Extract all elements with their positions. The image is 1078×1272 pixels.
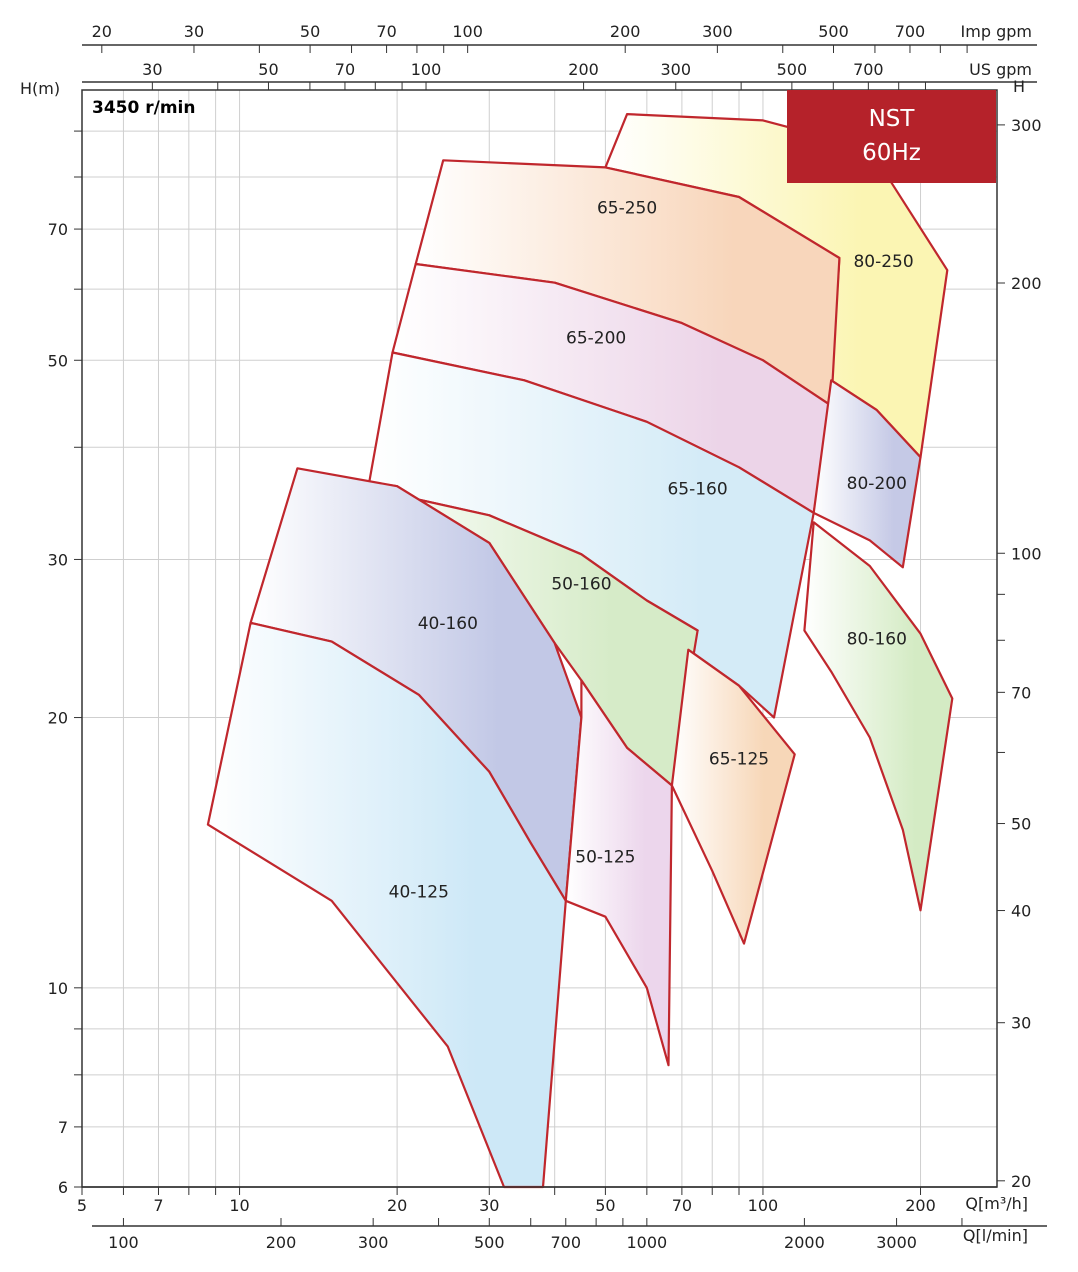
x-tick-label: 100 (748, 1196, 779, 1215)
y-tick-label: 70 (48, 220, 68, 239)
pump-label-80-200: 80-200 (847, 474, 907, 494)
lpm-tick-label: 200 (266, 1233, 297, 1252)
pump-area-80-200 (812, 379, 922, 569)
impgpm-tick-label: 20 (92, 22, 112, 41)
y-tick-label: 50 (48, 351, 68, 370)
lpm-tick-label: 700 (550, 1233, 581, 1252)
speed-label: 3450 r/min (92, 98, 196, 118)
lpm-tick-label: 500 (474, 1233, 505, 1252)
y-axis-title: H(m) (20, 79, 60, 98)
x-axis-title: Q[m³/h] (965, 1194, 1028, 1213)
pump-label-50-125: 50-125 (575, 848, 635, 868)
ft-tick-label: 200 (1011, 274, 1042, 293)
impgpm-tick-label: 50 (300, 22, 320, 41)
usgpm-tick-label: 30 (142, 60, 162, 79)
lpm-tick-label: 1000 (626, 1233, 667, 1252)
pump-label-65-125: 65-125 (709, 750, 769, 770)
impgpm-tick-label: 500 (818, 22, 849, 41)
lpm-tick-label: 3000 (876, 1233, 917, 1252)
pump-area-40-125 (206, 621, 567, 1189)
usgpm-tick-label: 70 (335, 60, 355, 79)
model-badge: NST 60Hz (787, 90, 996, 183)
lpm-axis-title: Q[l/min] (963, 1226, 1028, 1245)
impgpm-tick-label: 100 (452, 22, 483, 41)
x-tick-label: 30 (479, 1196, 499, 1215)
y-axis-title-right: H (1013, 77, 1025, 96)
chart-axes: 5 7 10 20 30 50 70 100 200 Q[m³/h]100 200 300 500 700… (20, 22, 1047, 1252)
x-tick-label: 200 (905, 1196, 936, 1215)
y-tick-label: 30 (48, 550, 68, 569)
ft-tick-label: 30 (1011, 1014, 1031, 1033)
impgpm-tick-label: 70 (376, 22, 396, 41)
x-tick-label: 20 (387, 1196, 407, 1215)
ft-tick-label: 20 (1011, 1172, 1031, 1191)
y-tick-label: 6 (58, 1178, 68, 1197)
x-tick-label: 10 (229, 1196, 249, 1215)
usgpm-tick-label: 50 (258, 60, 278, 79)
impgpm-tick-label: 30 (184, 22, 204, 41)
impgpm-tick-label: 700 (895, 22, 926, 41)
usgpm-tick-label: 200 (568, 60, 599, 79)
pump-label-50-160: 50-160 (551, 575, 611, 595)
ft-tick-label: 70 (1011, 683, 1031, 702)
ft-tick-label: 100 (1011, 544, 1042, 563)
badge-frequency: 60Hz (862, 140, 921, 166)
y-tick-label: 7 (58, 1118, 68, 1137)
pump-label-40-160: 40-160 (418, 614, 478, 634)
badge-model: NST (868, 106, 915, 132)
pump-label-65-200: 65-200 (566, 329, 626, 349)
pump-areas: 40-125 40-160 50-125 50-160 65-125 65-160 65-2… (206, 112, 954, 1189)
x-tick-label: 7 (153, 1196, 163, 1215)
usgpm-axis-title: US gpm (969, 60, 1032, 79)
lpm-tick-label: 100 (108, 1233, 139, 1252)
pump-label-80-250: 80-250 (853, 252, 913, 272)
usgpm-tick-label: 300 (660, 60, 691, 79)
pump-label-40-125: 40-125 (389, 883, 449, 903)
x-tick-label: 50 (595, 1196, 615, 1215)
ft-tick-label: 50 (1011, 815, 1031, 834)
pump-label-65-250: 65-250 (597, 198, 657, 218)
impgpm-tick-label: 200 (610, 22, 641, 41)
lpm-tick-label: 2000 (784, 1233, 825, 1252)
pump-area-50-125 (564, 679, 674, 1067)
usgpm-tick-label: 100 (411, 60, 442, 79)
lpm-tick-label: 300 (358, 1233, 389, 1252)
pump-area-80-160 (803, 521, 954, 912)
usgpm-tick-label: 700 (853, 60, 884, 79)
impgpm-tick-label: 300 (702, 22, 733, 41)
ft-tick-label: 40 (1011, 902, 1031, 921)
pump-label-80-160: 80-160 (847, 629, 907, 649)
x-tick-label: 70 (672, 1196, 692, 1215)
impgpm-axis-title: Imp gpm (961, 22, 1032, 41)
usgpm-tick-label: 500 (777, 60, 808, 79)
pump-label-65-160: 65-160 (667, 479, 727, 499)
y-tick-label: 10 (48, 979, 68, 998)
x-tick-label: 5 (77, 1196, 87, 1215)
y-tick-label: 20 (48, 709, 68, 728)
ft-tick-label: 300 (1011, 116, 1042, 135)
